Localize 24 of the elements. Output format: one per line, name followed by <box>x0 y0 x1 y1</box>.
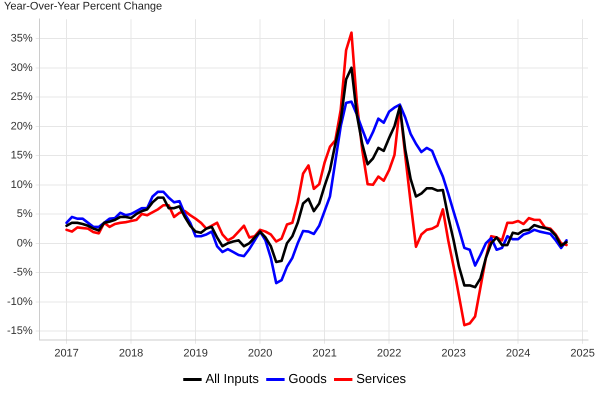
x-tick-label: 2021 <box>312 347 337 360</box>
x-tick-label: 2018 <box>118 347 144 360</box>
legend-label: Services <box>356 371 407 386</box>
y-tick-label: -10% <box>6 296 33 308</box>
legend-label: Goods <box>288 371 328 386</box>
y-tick-label: 20% <box>10 120 33 132</box>
y-tick-label: 30% <box>10 62 33 74</box>
x-tick-label: 2024 <box>506 347 530 360</box>
x-tick-label: 2023 <box>441 347 466 360</box>
y-tick-label: 10% <box>10 178 33 191</box>
x-tick-label: 2025 <box>570 347 595 360</box>
y-tick-label: -5% <box>13 266 33 279</box>
y-tick-label: -15% <box>6 325 33 338</box>
legend-label: All Inputs <box>205 371 260 386</box>
x-tick-label: 2020 <box>248 347 272 360</box>
chart-title: Year-Over-Year Percent Change <box>4 0 162 13</box>
x-tick-label: 2019 <box>183 347 208 360</box>
y-tick-label: 35% <box>10 32 33 45</box>
x-tick-label: 2017 <box>54 347 79 360</box>
y-tick-label: 25% <box>10 91 33 104</box>
y-tick-label: 5% <box>16 208 33 220</box>
x-tick-label: 2022 <box>376 347 402 360</box>
y-tick-label: 15% <box>10 150 33 162</box>
y-tick-label: 0% <box>16 237 33 250</box>
